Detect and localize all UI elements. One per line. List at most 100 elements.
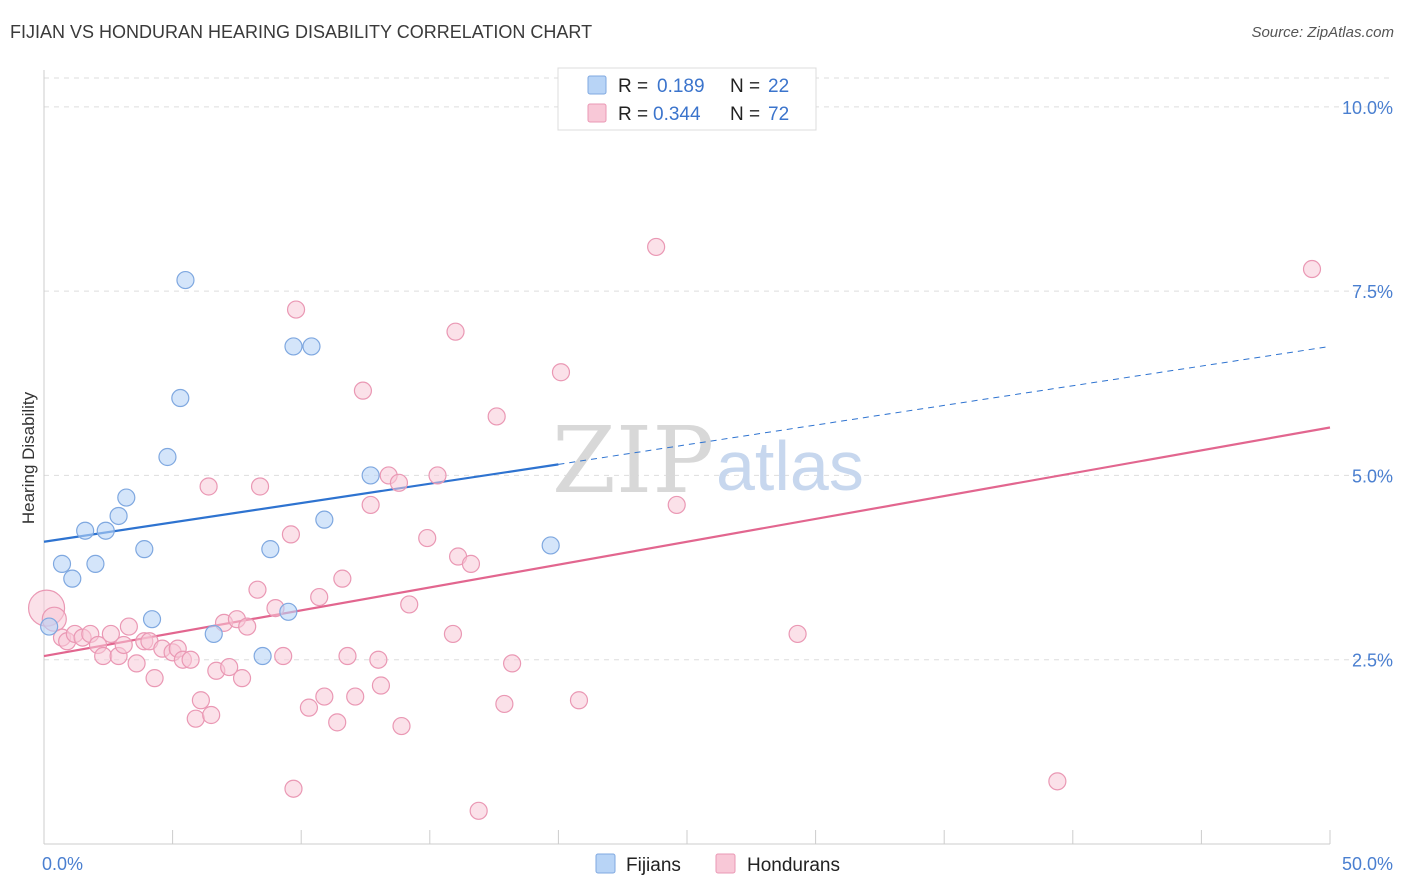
point-hondurans-12 <box>119 617 138 636</box>
point-hondurans-31 <box>238 617 257 636</box>
point-hondurans-67 <box>667 495 686 515</box>
point-hondurans-53 <box>400 595 419 614</box>
point-hondurans-28 <box>220 657 239 677</box>
point-hondurans-69 <box>1048 772 1067 791</box>
point-hondurans-55 <box>428 466 447 485</box>
point-hondurans-13 <box>127 654 146 673</box>
trend-line-hondurans <box>43 426 1331 658</box>
point-hondurans-51 <box>389 473 409 492</box>
point-fijians-4 <box>86 554 105 573</box>
y-axis-label: Hearing Disability <box>19 391 38 524</box>
point-fijians-15 <box>261 540 280 559</box>
point-fijians-14 <box>253 646 272 666</box>
point-hondurans-56 <box>443 624 463 644</box>
legend-r-label-hondurans: R = <box>618 104 648 125</box>
source-credit: Source: ZipAtlas.com <box>1251 24 1394 41</box>
y-tick-label-1: 5.0% <box>1352 466 1393 486</box>
point-hondurans-64 <box>551 363 571 382</box>
trend-line-fijians-extension <box>558 345 1331 465</box>
legend-bottom-swatch-fijians <box>595 853 616 874</box>
point-hondurans-36 <box>281 525 301 544</box>
legend-n-value-fijians: 22 <box>768 76 789 97</box>
point-fijians-7 <box>117 488 136 507</box>
point-hondurans-9 <box>101 624 120 644</box>
y-tick-label-3: 10.0% <box>1342 98 1393 118</box>
legend-series: Fijians Hondurans <box>595 853 840 876</box>
point-hondurans-46 <box>353 381 373 400</box>
point-fijians-1 <box>52 554 72 573</box>
point-fijians-0 <box>40 617 59 636</box>
y-tick-label-2: 7.5% <box>1352 282 1393 302</box>
point-hondurans-41 <box>315 687 334 706</box>
point-hondurans-44 <box>338 646 357 666</box>
point-hondurans-16 <box>145 669 164 688</box>
point-hondurans-63 <box>503 654 522 673</box>
point-hondurans-24 <box>199 477 218 496</box>
point-hondurans-47 <box>361 495 380 515</box>
legend-correlation: R = 0.189 N = 22 R = 0.344 N = 72 <box>557 67 817 131</box>
point-hondurans-38 <box>286 300 306 319</box>
point-hondurans-37 <box>284 779 303 798</box>
point-fijians-19 <box>315 510 334 529</box>
point-hondurans-61 <box>487 407 506 426</box>
x-tick-label-1: 50.0% <box>1342 854 1393 874</box>
point-fijians-20 <box>361 466 380 485</box>
point-hondurans-32 <box>248 580 267 599</box>
point-hondurans-33 <box>250 477 270 496</box>
point-hondurans-65 <box>569 691 589 710</box>
point-hondurans-30 <box>232 669 252 688</box>
point-hondurans-48 <box>369 650 388 669</box>
point-fijians-9 <box>142 610 162 629</box>
legend-n-label-fijians: N = <box>730 76 760 97</box>
chart-title: FIJIAN VS HONDURAN HEARING DISABILITY CO… <box>10 22 593 42</box>
point-fijians-6 <box>109 506 128 526</box>
point-hondurans-66 <box>647 237 666 257</box>
point-hondurans-60 <box>469 801 488 820</box>
legend-bottom-swatch-hondurans <box>715 853 736 874</box>
y-tick-label-0: 2.5% <box>1352 651 1393 671</box>
legend-bottom-fijians: Fijians <box>626 855 681 876</box>
point-fijians-12 <box>176 270 195 290</box>
point-fijians-2 <box>63 569 82 588</box>
legend-swatch-hondurans <box>587 103 607 123</box>
watermark-atlas: atlas <box>716 427 864 505</box>
point-hondurans-49 <box>371 676 391 695</box>
point-fijians-8 <box>135 540 154 559</box>
tick-labels: 2.5% 5.0% 7.5% 10.0% 0.0% 50.0% <box>42 98 1393 874</box>
point-hondurans-22 <box>186 709 205 728</box>
point-hondurans-57 <box>446 322 465 341</box>
point-hondurans-52 <box>392 716 411 736</box>
point-fijians-16 <box>279 602 298 621</box>
legend-swatch-fijians <box>587 75 607 95</box>
point-hondurans-8 <box>94 646 113 666</box>
trend-line-fijians <box>43 463 559 543</box>
legend-r-value-fijians: 0.189 <box>657 76 705 97</box>
point-hondurans-43 <box>333 569 352 588</box>
point-fijians-5 <box>96 521 115 540</box>
x-tick-label-0: 0.0% <box>42 854 83 874</box>
axes <box>43 70 1331 845</box>
point-hondurans-54 <box>418 528 437 548</box>
point-hondurans-70 <box>1302 259 1322 279</box>
point-fijians-13 <box>204 624 223 644</box>
point-hondurans-59 <box>461 554 481 573</box>
legend-n-value-hondurans: 72 <box>768 104 789 125</box>
legend-n-label-hondurans: N = <box>730 104 760 125</box>
point-hondurans-21 <box>181 650 200 669</box>
point-fijians-21 <box>541 536 560 555</box>
trend-lines <box>43 345 1331 658</box>
point-fijians-3 <box>76 521 95 540</box>
point-hondurans-40 <box>310 587 329 607</box>
point-fijians-10 <box>158 447 177 467</box>
point-hondurans-23 <box>191 691 210 710</box>
point-hondurans-68 <box>788 624 807 644</box>
legend-bottom-hondurans: Hondurans <box>747 855 840 876</box>
gridlines <box>44 77 1392 661</box>
point-fijians-17 <box>284 337 303 356</box>
point-fijians-18 <box>302 337 321 356</box>
legend-r-value-hondurans: 0.344 <box>653 104 701 125</box>
point-hondurans-42 <box>328 713 347 732</box>
point-fijians-11 <box>171 388 190 408</box>
point-hondurans-35 <box>274 646 293 666</box>
